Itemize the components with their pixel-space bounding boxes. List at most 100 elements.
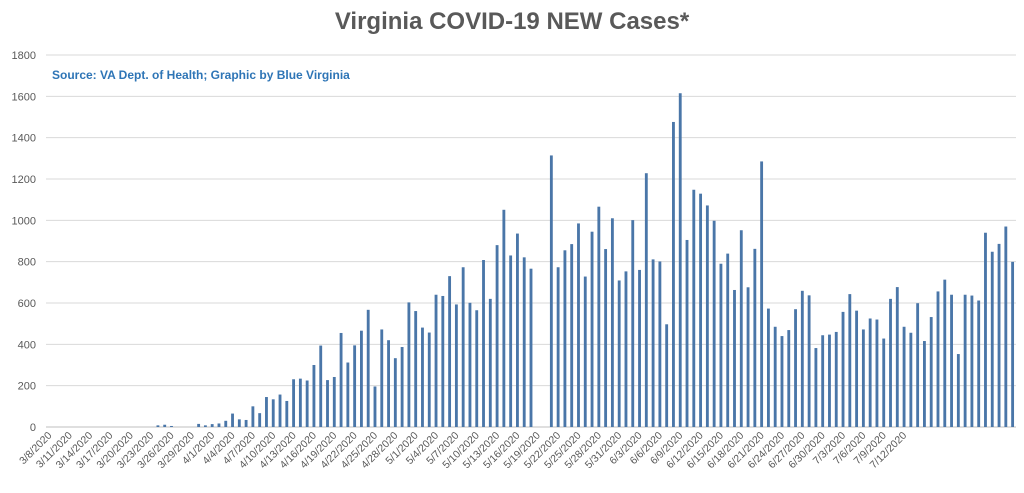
bar (251, 406, 255, 427)
bar (807, 295, 811, 427)
bar (441, 295, 445, 427)
bar (984, 232, 987, 427)
bar (610, 218, 614, 427)
bar (468, 302, 472, 427)
bar (502, 209, 506, 427)
bar (488, 298, 492, 427)
bar (990, 251, 994, 427)
bar (929, 317, 933, 427)
bar (895, 287, 899, 427)
bar (407, 302, 411, 427)
bar (197, 423, 201, 427)
bar (495, 245, 499, 427)
bar (753, 248, 757, 427)
bar (156, 425, 160, 427)
bar (672, 121, 675, 428)
bar (638, 269, 641, 427)
bar (285, 400, 289, 427)
bar (1004, 226, 1008, 427)
bar (434, 294, 438, 427)
bar (821, 335, 825, 427)
bar (237, 419, 241, 427)
bar (916, 303, 920, 427)
bar (529, 268, 533, 427)
bar (298, 378, 302, 427)
bar (366, 309, 370, 427)
bar (963, 294, 967, 427)
y-tick-label: 1600 (12, 91, 36, 103)
y-tick-label: 1000 (12, 215, 36, 227)
bar (950, 294, 953, 427)
bar (461, 267, 465, 427)
bar (861, 329, 865, 427)
bar (651, 259, 655, 427)
bar (692, 189, 696, 427)
bar (766, 308, 770, 427)
bar (339, 332, 343, 427)
bar (787, 330, 791, 427)
bar (841, 311, 845, 427)
bar (271, 399, 275, 427)
bar (705, 205, 709, 427)
bar (685, 239, 689, 427)
bar (678, 93, 682, 427)
bar (427, 332, 431, 427)
bar (712, 220, 716, 427)
bar (319, 345, 323, 427)
bar (882, 338, 886, 427)
bar (380, 329, 384, 427)
bar (834, 331, 838, 427)
y-tick-label: 1400 (12, 133, 36, 145)
bar (224, 420, 228, 427)
bar (848, 294, 852, 427)
bar (977, 300, 981, 427)
bar (875, 319, 879, 427)
bar (855, 310, 859, 427)
y-tick-label: 400 (18, 339, 36, 351)
bar (780, 336, 784, 427)
bar (278, 394, 282, 427)
bars (156, 93, 1015, 428)
bar (265, 397, 268, 427)
y-axis-ticks: 0 200 400 600 800 1000 1200 1400 1600 1800 (12, 50, 36, 434)
bar (889, 298, 892, 427)
bar (617, 280, 621, 427)
bar (244, 419, 248, 427)
bar (231, 413, 234, 427)
bar (936, 291, 940, 427)
bar (773, 326, 777, 427)
bar (868, 318, 872, 427)
bar (699, 193, 703, 427)
chart-title: Virginia COVID-19 NEW Cases* (334, 8, 690, 35)
bar (475, 310, 479, 427)
bar (644, 173, 648, 427)
y-tick-label: 200 (18, 381, 36, 393)
bar (170, 425, 173, 427)
bar (604, 249, 608, 427)
bar (909, 332, 913, 427)
bar (631, 220, 635, 427)
bar (509, 255, 513, 427)
bar (305, 380, 309, 427)
bar (393, 358, 397, 427)
bar (549, 155, 553, 427)
bar (346, 362, 350, 427)
bar (828, 334, 831, 427)
bar (1011, 261, 1015, 427)
bar (583, 276, 587, 427)
bar (814, 348, 818, 427)
bar (292, 379, 296, 427)
bar (387, 340, 390, 427)
bar (760, 161, 764, 427)
y-tick-label: 0 (30, 422, 36, 434)
y-tick-label: 600 (18, 298, 36, 310)
bar (665, 324, 669, 427)
bar (597, 206, 601, 427)
bar (516, 233, 519, 427)
bar (448, 276, 452, 427)
bar (332, 376, 336, 427)
bar (203, 425, 207, 427)
bar (258, 413, 262, 427)
bar (800, 290, 804, 427)
